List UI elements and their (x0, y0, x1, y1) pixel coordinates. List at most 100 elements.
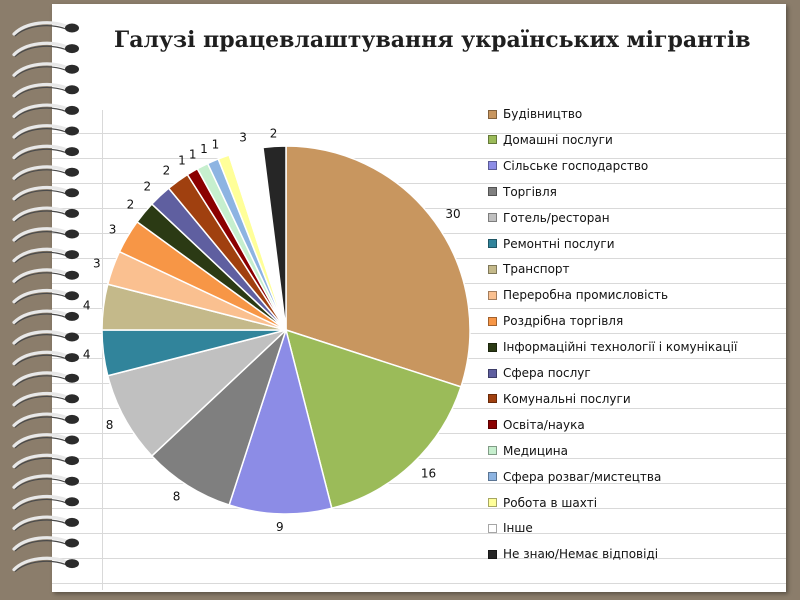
data-label: 2 (144, 179, 152, 193)
legend-item: Домашні послуги (488, 132, 613, 148)
spiral-ring (12, 309, 79, 325)
data-label: 30 (445, 207, 460, 221)
spiral-ring (12, 371, 79, 387)
legend-label: Комунальні послуги (503, 391, 631, 406)
legend-item: Інформаційні технології і комунікації (488, 339, 737, 355)
legend-swatch (488, 135, 497, 145)
pie-slice (284, 328, 462, 510)
legend-swatch (488, 498, 497, 507)
data-label: 2 (127, 197, 135, 211)
legend-label: Торгівля (503, 184, 557, 199)
legend-label: Будівництво (503, 107, 583, 121)
legend-label: Інформаційні технології і комунікації (503, 340, 738, 355)
legend-item: Сфера послуг (488, 365, 591, 381)
legend-label: Сільське господарство (503, 158, 649, 173)
legend-label: Домашні послуги (503, 132, 613, 147)
data-label: 8 (173, 489, 181, 503)
legend-label: Сфера розваг/мистецтва (503, 469, 662, 484)
data-label: 4 (83, 298, 91, 312)
legend-swatch (488, 213, 497, 223)
legend-swatch (488, 239, 497, 248)
spiral-ring (12, 165, 79, 181)
spiral-ring (12, 412, 79, 428)
legend-label: Готель/ресторан (503, 210, 610, 225)
data-label: 2 (163, 164, 171, 178)
legend-label: Ремонтні послуги (503, 236, 615, 251)
legend-item: Комунальні послуги (488, 391, 631, 407)
spiral-ring (12, 556, 79, 573)
spiral-ring (12, 247, 79, 264)
legend-item: Будівництво (488, 106, 582, 122)
data-label: 2 (270, 126, 278, 140)
legend-swatch (488, 394, 497, 404)
spiral-ring (12, 21, 79, 37)
legend-item: Медицина (488, 443, 568, 459)
legend-swatch (488, 290, 497, 300)
legend-swatch (488, 187, 497, 197)
legend-swatch (488, 420, 497, 430)
legend-swatch (488, 549, 497, 559)
legend-label: Освіта/наука (503, 417, 585, 432)
legend-label: Інше (503, 521, 533, 536)
spiral-ring (12, 206, 79, 222)
pie-slice (106, 329, 287, 458)
spiral-ring (12, 103, 79, 119)
spiral-ring (12, 330, 79, 346)
data-label: 8 (106, 418, 114, 432)
spiral-ring (12, 62, 79, 78)
legend-item: Переробна промисловість (488, 287, 668, 303)
legend-swatch (488, 472, 497, 482)
spiral-ring (12, 350, 79, 367)
chart-title: Галузі працевлаштування українських мігр… (114, 27, 751, 53)
legend-label: Робота в шахті (503, 495, 598, 510)
spiral-ring (12, 391, 79, 408)
legend-item: Транспорт (488, 261, 570, 277)
pie-slice (262, 145, 287, 331)
legend-label: Переробна промисловість (503, 288, 669, 303)
pie-slice (285, 145, 471, 388)
data-label: 3 (93, 256, 101, 270)
data-label: 1 (189, 147, 197, 161)
data-label: 1 (212, 138, 220, 152)
legend-item: Готель/ресторан (488, 210, 610, 226)
spiral-ring (12, 515, 79, 531)
legend-swatch (488, 264, 497, 274)
spiral-ring (12, 494, 79, 511)
data-label: 1 (200, 142, 208, 156)
spiral-ring (12, 453, 79, 470)
legend-swatch (488, 523, 497, 533)
spiral-ring (12, 185, 79, 202)
data-label: 9 (276, 520, 284, 534)
spiral-ring (12, 474, 79, 490)
legend-label: Медицина (503, 443, 568, 458)
pie-slice (228, 327, 333, 515)
legend-item: Ремонтні послуги (488, 236, 615, 252)
spiral-ring (12, 124, 79, 140)
spiral-ring (12, 41, 79, 58)
legend-label: Транспорт (503, 262, 570, 277)
legend-label: Не знаю/Немає відповіді (503, 547, 659, 562)
spiral-binding (12, 21, 79, 573)
legend-item: Роздрібна торгівля (488, 313, 623, 329)
legend-item: Сільське господарство (488, 158, 648, 174)
legend-swatch (488, 342, 497, 352)
legend-item: Торгівля (488, 184, 557, 200)
legend-item: Інше (488, 520, 533, 536)
legend-swatch (488, 161, 497, 171)
spiral-ring (12, 433, 79, 449)
spiral-ring (12, 288, 79, 305)
legend-swatch (488, 368, 497, 378)
spiral-ring (12, 144, 79, 161)
spiral-ring (12, 268, 79, 284)
legend-item: Не знаю/Немає відповіді (488, 546, 658, 562)
legend-swatch (488, 446, 497, 456)
legend-label: Роздрібна торгівля (503, 314, 624, 329)
legend-swatch (488, 109, 497, 119)
data-label: 3 (109, 223, 117, 237)
legend-swatch (488, 316, 497, 326)
page-header-area (52, 4, 786, 110)
spiral-ring (12, 536, 79, 552)
legend-item: Сфера розваг/мистецтва (488, 469, 661, 485)
legend-label: Сфера послуг (503, 366, 591, 380)
